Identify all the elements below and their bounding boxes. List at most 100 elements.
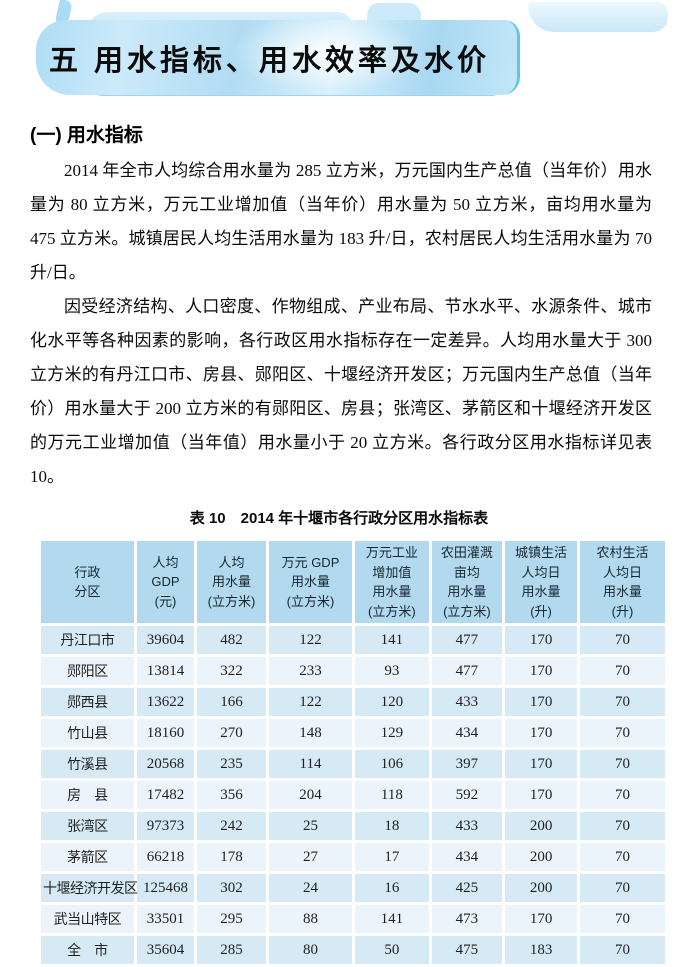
title-banner: 五 用水指标、用水效率及水价 — [0, 0, 678, 104]
row-label: 张湾区 — [41, 812, 134, 840]
table-cell: 397 — [431, 750, 503, 778]
table-row: 丹江口市 39604 482 122 141 477 170 70 — [41, 626, 665, 654]
table-cell: 70 — [579, 688, 665, 716]
table-cell: 183 — [505, 936, 577, 964]
table-cell: 27 — [268, 843, 353, 871]
table-cell: 170 — [505, 657, 577, 685]
table-cell: 16 — [355, 874, 429, 902]
table-cell: 33501 — [136, 905, 195, 933]
table-cell: 141 — [355, 626, 429, 654]
row-label: 十堰经济开发区 — [41, 874, 138, 902]
table-cell: 170 — [505, 626, 577, 654]
table-cell: 425 — [431, 874, 503, 902]
table-cell: 18160 — [136, 719, 195, 747]
page-title: 五 用水指标、用水效率及水价 — [49, 44, 491, 77]
table-header-cell: 农田灌溉 亩均 用水量 (立方米) — [431, 541, 503, 623]
table-cell: 166 — [197, 688, 266, 716]
table-header-cell: 人均 GDP (元) — [136, 541, 195, 623]
table-cell: 170 — [505, 688, 577, 716]
table-cell: 477 — [431, 657, 503, 685]
table-cell: 70 — [579, 812, 665, 840]
table-body: 丹江口市 39604 482 122 141 477 170 70 郧阳区 13814 322 233… — [41, 626, 665, 964]
table-row: 全 市 35604 285 80 50 475 183 70 — [41, 936, 665, 964]
table-cell: 17 — [355, 843, 429, 871]
table-cell: 70 — [579, 657, 665, 685]
row-label: 茅箭区 — [41, 843, 134, 871]
table-caption: 表 10 2014 年十堰市各行政分区用水指标表 — [189, 510, 489, 527]
table-cell: 70 — [579, 781, 665, 809]
table-cell: 39604 — [136, 626, 195, 654]
table-cell: 433 — [431, 688, 503, 716]
table-cell: 70 — [579, 843, 665, 871]
section-heading: (一) 用水指标 — [30, 125, 143, 146]
table-cell: 114 — [268, 750, 353, 778]
table-cell: 473 — [431, 905, 503, 933]
row-label: 郧阳区 — [41, 657, 134, 685]
row-label: 竹溪县 — [41, 750, 134, 778]
table-cell: 170 — [505, 781, 577, 809]
table-cell: 200 — [505, 874, 577, 902]
table-header-row: 行政 分区 人均 GDP (元) 人均 用水量 (立方米) 万元 GDP 用水量 (立… — [41, 541, 665, 623]
table-cell: 120 — [355, 688, 429, 716]
table-cell: 70 — [579, 905, 665, 933]
table-header-cell: 农村生活 人均日 用水量 (升) — [579, 541, 665, 623]
table-row: 张湾区 97373 242 25 18 433 200 70 — [41, 812, 665, 840]
table-cell: 356 — [197, 781, 266, 809]
table-cell: 70 — [579, 750, 665, 778]
table-header-cell: 人均 用水量 (立方米) — [197, 541, 266, 623]
row-label: 郧西县 — [41, 688, 134, 716]
table-cell: 170 — [505, 750, 577, 778]
table-cell: 129 — [355, 719, 429, 747]
table-cell: 233 — [268, 657, 353, 685]
table-cell: 80 — [268, 936, 353, 964]
paragraph-water-indicators: 2014 年全市人均综合用水量为 285 立方米，万元国内生产总值（当年价）用水… — [30, 161, 652, 282]
table-cell: 204 — [268, 781, 353, 809]
table-cell: 35604 — [136, 936, 195, 964]
table-cell: 13622 — [136, 688, 195, 716]
table-cell: 200 — [505, 812, 577, 840]
table-cell: 200 — [505, 843, 577, 871]
table-cell: 93 — [355, 657, 429, 685]
table-row: 竹溪县 20568 235 114 106 397 170 70 — [41, 750, 665, 778]
table-cell: 125468 — [136, 874, 195, 902]
table-cell: 70 — [579, 626, 665, 654]
banner-decoration-wisp — [528, 2, 668, 32]
table-row: 郧阳区 13814 322 233 93 477 170 70 — [41, 657, 665, 685]
table-cell: 97373 — [136, 812, 195, 840]
table-cell: 477 — [431, 626, 503, 654]
table-cell: 118 — [355, 781, 429, 809]
table-cell: 106 — [355, 750, 429, 778]
table-row: 郧西县 13622 166 122 120 433 170 70 — [41, 688, 665, 716]
table-cell: 17482 — [136, 781, 195, 809]
banner-shape: 五 用水指标、用水效率及水价 — [36, 20, 520, 95]
table-cell: 322 — [197, 657, 266, 685]
table-cell: 66218 — [136, 843, 195, 871]
table-row: 十堰经济开发区 125468 302 24 16 425 200 70 — [41, 874, 665, 902]
row-label: 丹江口市 — [41, 626, 134, 654]
table-cell: 148 — [268, 719, 353, 747]
table-cell: 13814 — [136, 657, 195, 685]
table-cell: 141 — [355, 905, 429, 933]
table-cell: 434 — [431, 843, 503, 871]
table-cell: 70 — [579, 874, 665, 902]
table-cell: 122 — [268, 688, 353, 716]
table-header-cell: 万元 GDP 用水量 (立方米) — [268, 541, 353, 623]
table-cell: 24 — [268, 874, 353, 902]
table-cell: 482 — [197, 626, 266, 654]
table-cell: 242 — [197, 812, 266, 840]
table-cell: 302 — [197, 874, 266, 902]
table-cell: 170 — [505, 905, 577, 933]
table-row: 武当山特区 33501 295 88 141 473 170 70 — [41, 905, 665, 933]
table-cell: 70 — [579, 719, 665, 747]
table-cell: 295 — [197, 905, 266, 933]
table-cell: 88 — [268, 905, 353, 933]
table-cell: 235 — [197, 750, 266, 778]
table-header-cell: 万元工业 增加值 用水量 (立方米) — [355, 541, 429, 623]
table-cell: 122 — [268, 626, 353, 654]
table-cell: 20568 — [136, 750, 195, 778]
paragraph-regional-differences: 因受经济结构、人口密度、作物组成、产业布局、节水水平、水源条件、城市化水平等各种… — [30, 297, 652, 486]
table-cell: 434 — [431, 719, 503, 747]
table-cell: 592 — [431, 781, 503, 809]
table-cell: 50 — [355, 936, 429, 964]
